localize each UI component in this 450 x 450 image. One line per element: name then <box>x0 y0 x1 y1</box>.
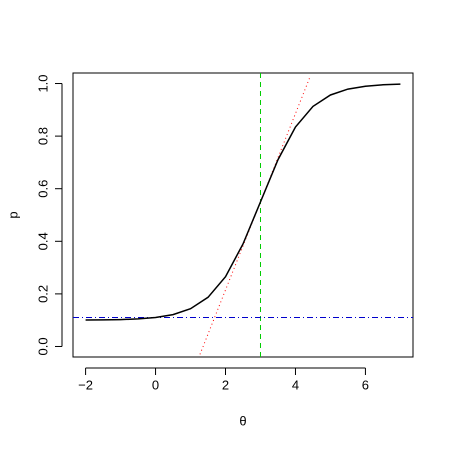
x-axis-label: θ <box>239 413 246 428</box>
y-tick-label: 1.0 <box>35 74 50 92</box>
plot-area <box>73 73 413 357</box>
y-tick-label: 0.4 <box>35 232 50 250</box>
plot-box <box>72 72 414 358</box>
y-tick-label: 0.2 <box>35 285 50 303</box>
curve <box>85 83 401 321</box>
x-tick-label: −2 <box>78 377 93 392</box>
x-tick-label: 6 <box>362 377 369 392</box>
y-tick-label: 0.6 <box>35 180 50 198</box>
y-axis-label: p <box>5 211 20 218</box>
x-tick-label: 0 <box>152 377 159 392</box>
y-tick-label: 0.0 <box>35 337 50 355</box>
x-tick-label: 2 <box>222 377 229 392</box>
x-tick-label: 4 <box>292 377 299 392</box>
y-tick-label: 0.8 <box>35 127 50 145</box>
